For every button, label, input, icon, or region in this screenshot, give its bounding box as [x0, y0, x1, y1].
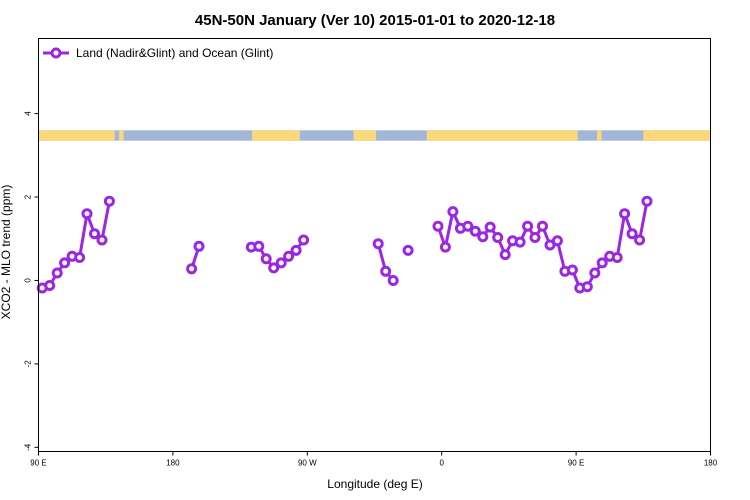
- data-point: [387, 275, 399, 286]
- chart-title: 45N-50N January (Ver 10) 2015-01-01 to 2…: [195, 12, 555, 29]
- x-tick-label: 90 E: [568, 459, 584, 468]
- data-point: [499, 249, 511, 261]
- series-line: [436, 200, 649, 290]
- land-span: [426, 130, 578, 141]
- land-span: [643, 130, 711, 141]
- data-point: [96, 234, 108, 246]
- data-point: [551, 235, 563, 247]
- land-span: [252, 130, 300, 141]
- data-point: [641, 195, 653, 207]
- data-point: [537, 220, 548, 232]
- data-point: [103, 195, 115, 207]
- land-span: [119, 130, 124, 141]
- data-point: [74, 252, 86, 263]
- y-tick-label: -4: [24, 443, 33, 451]
- data-point: [596, 257, 608, 269]
- data-point: [447, 206, 459, 218]
- data-point: [619, 208, 631, 220]
- data-point: [380, 265, 392, 277]
- data-point: [268, 262, 280, 274]
- land-span: [38, 130, 115, 141]
- y-axis-title: XCO2 - MLO trend (ppm): [0, 185, 13, 320]
- y-tick-label: -2: [24, 360, 33, 368]
- data-point: [529, 232, 541, 243]
- plot-frame: [38, 38, 711, 452]
- data-point: [193, 240, 205, 252]
- x-tick-label: 90 W: [298, 459, 317, 468]
- data-point: [589, 267, 601, 279]
- y-tick-label: 4: [24, 111, 33, 116]
- data-point: [484, 221, 496, 233]
- axes: 90 E 180 90 W 0 90 E 180 -4 -2 0 2 4: [24, 111, 718, 468]
- data-point: [469, 225, 481, 237]
- data-point: [283, 250, 295, 262]
- data-point: [439, 241, 451, 253]
- land-span: [353, 130, 376, 141]
- x-tick-label: 180: [704, 459, 718, 468]
- data-point: [372, 238, 384, 250]
- data-point: [298, 234, 310, 246]
- data-point: [626, 228, 638, 240]
- data-point: [462, 220, 474, 232]
- legend-marker-swatch: [50, 47, 62, 59]
- legend: Land (Nadir&Glint) and Ocean (Glint): [43, 46, 273, 60]
- data-point: [260, 253, 272, 265]
- data-point: [89, 228, 100, 240]
- data-point: [514, 236, 526, 248]
- x-tick-label: 90 E: [30, 459, 46, 468]
- data-point: [581, 281, 593, 293]
- data-point: [275, 257, 287, 269]
- series-layer: [36, 195, 653, 294]
- data-point: [402, 244, 414, 256]
- data-point: [253, 240, 265, 252]
- y-tick-label: 0: [24, 278, 33, 283]
- data-point: [432, 220, 444, 232]
- data-point: [566, 264, 578, 276]
- x-tick-label: 0: [439, 459, 444, 468]
- data-point: [81, 208, 93, 220]
- data-point: [492, 232, 504, 243]
- data-point: [522, 220, 534, 232]
- data-point: [51, 267, 63, 279]
- legend-label: Land (Nadir&Glint) and Ocean (Glint): [76, 46, 273, 60]
- data-point: [44, 280, 56, 291]
- land-span: [597, 130, 602, 141]
- data-point: [477, 231, 489, 243]
- data-point: [290, 244, 302, 256]
- x-axis-title: Longitude (deg E): [327, 477, 422, 491]
- basemap-strip: [38, 130, 711, 141]
- data-point: [634, 234, 646, 246]
- x-tick-label: 180: [166, 459, 180, 468]
- data-point: [611, 252, 623, 263]
- data-point: [186, 263, 198, 275]
- data-point: [59, 257, 71, 269]
- y-tick-label: 2: [24, 194, 33, 199]
